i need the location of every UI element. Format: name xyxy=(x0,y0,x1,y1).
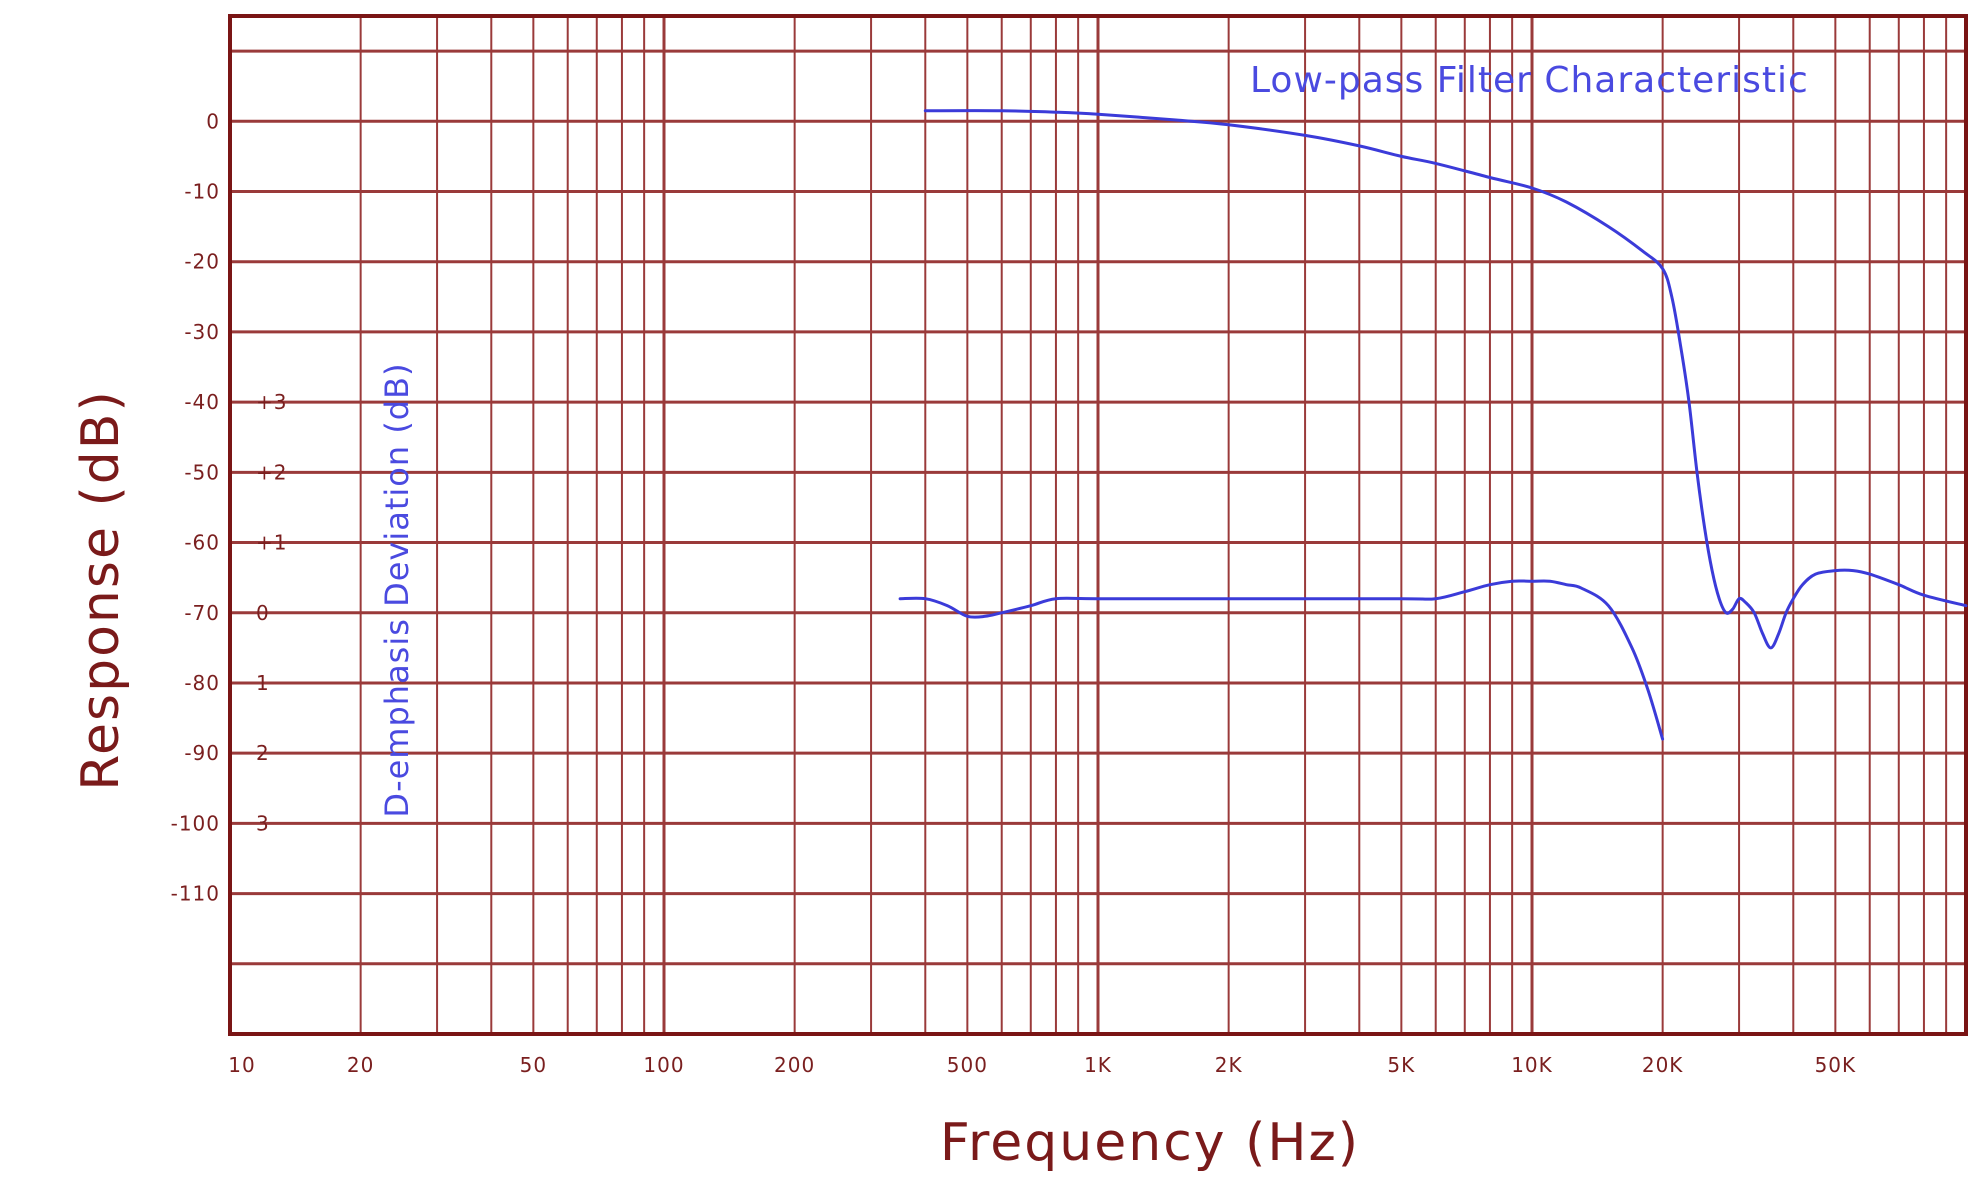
x-tick-label: 2K xyxy=(1215,1053,1243,1077)
y-tick-labels: 0 -10 -20 -30 -40 -50 -60 -70 -80 -90 -100 -110 xyxy=(171,109,220,906)
x-tick-label: 10 xyxy=(228,1053,255,1077)
x-axis-title: Frequency (Hz) xyxy=(940,1113,1360,1173)
x-tick-label: 50 xyxy=(520,1053,547,1077)
y-tick-label: -90 xyxy=(184,741,220,765)
x-tick-labels: 10 20 50 100 200 500 1K 2K 5K 10K 20K 50K xyxy=(228,1053,1857,1077)
deviation-tick-label: 1 xyxy=(256,671,270,695)
y-tick-label: -30 xyxy=(184,320,220,344)
x-tick-label: 5K xyxy=(1387,1053,1415,1077)
deviation-tick-labels: +3 +2 +1 0 1 2 3 xyxy=(256,390,287,835)
y-tick-label: -100 xyxy=(171,811,220,835)
major-grid xyxy=(230,16,1966,1034)
y-tick-label: -110 xyxy=(171,882,220,906)
deviation-tick-label: 3 xyxy=(256,811,270,835)
lowpass-curve xyxy=(923,109,1968,650)
x-tick-label: 20K xyxy=(1642,1053,1684,1077)
deviation-tick-label: 2 xyxy=(256,741,270,765)
x-tick-label: 500 xyxy=(947,1053,988,1077)
y-tick-label: -20 xyxy=(184,250,220,274)
y-tick-label: -70 xyxy=(184,601,220,625)
y-tick-label: -80 xyxy=(184,671,220,695)
deviation-tick-label: +1 xyxy=(256,531,287,555)
y-tick-label: -10 xyxy=(184,180,220,204)
curves xyxy=(898,109,1968,741)
x-tick-label: 100 xyxy=(643,1053,684,1077)
x-tick-label: 200 xyxy=(774,1053,815,1077)
y-tick-label: -40 xyxy=(184,390,220,414)
y-tick-label: -50 xyxy=(184,460,220,484)
minor-grid xyxy=(359,16,1948,1034)
deviation-axis-title: D-emphasis Deviation (dB) xyxy=(378,362,416,817)
deemphasis-curve xyxy=(898,579,1665,741)
deviation-tick-label: +2 xyxy=(256,460,287,484)
x-tick-label: 50K xyxy=(1815,1053,1857,1077)
deviation-tick-label: 0 xyxy=(256,601,270,625)
x-tick-label: 1K xyxy=(1084,1053,1112,1077)
y-tick-label: -60 xyxy=(184,531,220,555)
lowpass-series-label: Low-pass Filter Characteristic xyxy=(1250,60,1809,101)
y-tick-label: 0 xyxy=(206,109,220,133)
x-tick-label: 20 xyxy=(347,1053,374,1077)
x-tick-label: 10K xyxy=(1511,1053,1553,1077)
plot-frame xyxy=(228,14,1968,1036)
y-axis-title: Response (dB) xyxy=(71,389,131,791)
deviation-tick-label: +3 xyxy=(256,390,287,414)
